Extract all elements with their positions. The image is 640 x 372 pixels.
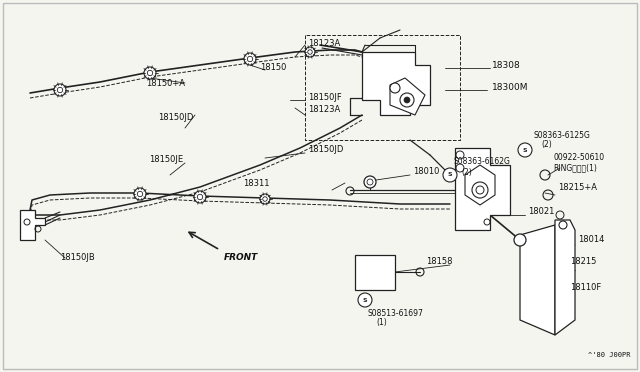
- Text: 18150JE: 18150JE: [149, 155, 183, 164]
- Text: ^'80 J00PR: ^'80 J00PR: [588, 352, 630, 358]
- Text: 18215+A: 18215+A: [558, 183, 597, 192]
- Circle shape: [263, 197, 268, 201]
- Text: S08363-6125G: S08363-6125G: [533, 131, 590, 140]
- Text: 18110F: 18110F: [570, 282, 601, 292]
- Circle shape: [147, 70, 153, 76]
- Circle shape: [358, 293, 372, 307]
- Circle shape: [443, 168, 457, 182]
- Polygon shape: [362, 52, 430, 115]
- Circle shape: [138, 191, 143, 197]
- Circle shape: [518, 143, 532, 157]
- Text: 18150JB: 18150JB: [60, 253, 95, 263]
- Text: 18300M: 18300M: [492, 83, 529, 93]
- Circle shape: [194, 191, 206, 203]
- Polygon shape: [520, 225, 555, 335]
- Circle shape: [134, 188, 146, 200]
- Text: 18150JF: 18150JF: [308, 93, 342, 102]
- Text: 18123A: 18123A: [308, 38, 340, 48]
- Circle shape: [144, 67, 156, 79]
- Polygon shape: [465, 165, 495, 205]
- Polygon shape: [555, 220, 575, 335]
- Text: (2): (2): [461, 167, 472, 176]
- Text: RINGリング(1): RINGリング(1): [553, 164, 597, 173]
- Text: 00922-50610: 00922-50610: [553, 154, 604, 163]
- Text: 18150JD: 18150JD: [157, 113, 193, 122]
- Text: S08363-6162G: S08363-6162G: [453, 157, 510, 167]
- Text: S: S: [363, 298, 367, 302]
- Circle shape: [197, 194, 203, 200]
- Text: S: S: [523, 148, 527, 153]
- Text: S: S: [448, 173, 452, 177]
- Text: 18150JD: 18150JD: [308, 145, 344, 154]
- Text: 18311: 18311: [243, 179, 270, 187]
- Text: 18014: 18014: [578, 235, 604, 244]
- Circle shape: [260, 194, 270, 204]
- Polygon shape: [390, 78, 425, 115]
- Circle shape: [390, 83, 400, 93]
- Text: 18021: 18021: [528, 208, 554, 217]
- Circle shape: [364, 176, 376, 188]
- Circle shape: [305, 47, 315, 57]
- Text: 18308: 18308: [492, 61, 521, 70]
- Text: S08513-61697: S08513-61697: [368, 308, 424, 317]
- Text: 18010: 18010: [413, 167, 440, 176]
- Polygon shape: [455, 148, 510, 230]
- Text: (2): (2): [541, 141, 552, 150]
- Text: 18150: 18150: [260, 64, 286, 73]
- Text: 18150+A: 18150+A: [146, 78, 185, 87]
- Circle shape: [367, 179, 373, 185]
- Circle shape: [247, 56, 253, 62]
- Circle shape: [514, 234, 526, 246]
- Text: 18158: 18158: [426, 257, 453, 266]
- Polygon shape: [20, 210, 45, 240]
- Circle shape: [472, 182, 488, 198]
- Text: 18123A: 18123A: [308, 106, 340, 115]
- Circle shape: [54, 84, 66, 96]
- Text: FRONT: FRONT: [224, 253, 259, 262]
- Text: 18215: 18215: [570, 257, 596, 266]
- Circle shape: [244, 53, 256, 65]
- Circle shape: [400, 93, 414, 107]
- Polygon shape: [355, 255, 395, 290]
- Circle shape: [308, 50, 312, 54]
- Circle shape: [58, 87, 63, 93]
- Circle shape: [404, 97, 410, 103]
- Text: (1): (1): [376, 318, 387, 327]
